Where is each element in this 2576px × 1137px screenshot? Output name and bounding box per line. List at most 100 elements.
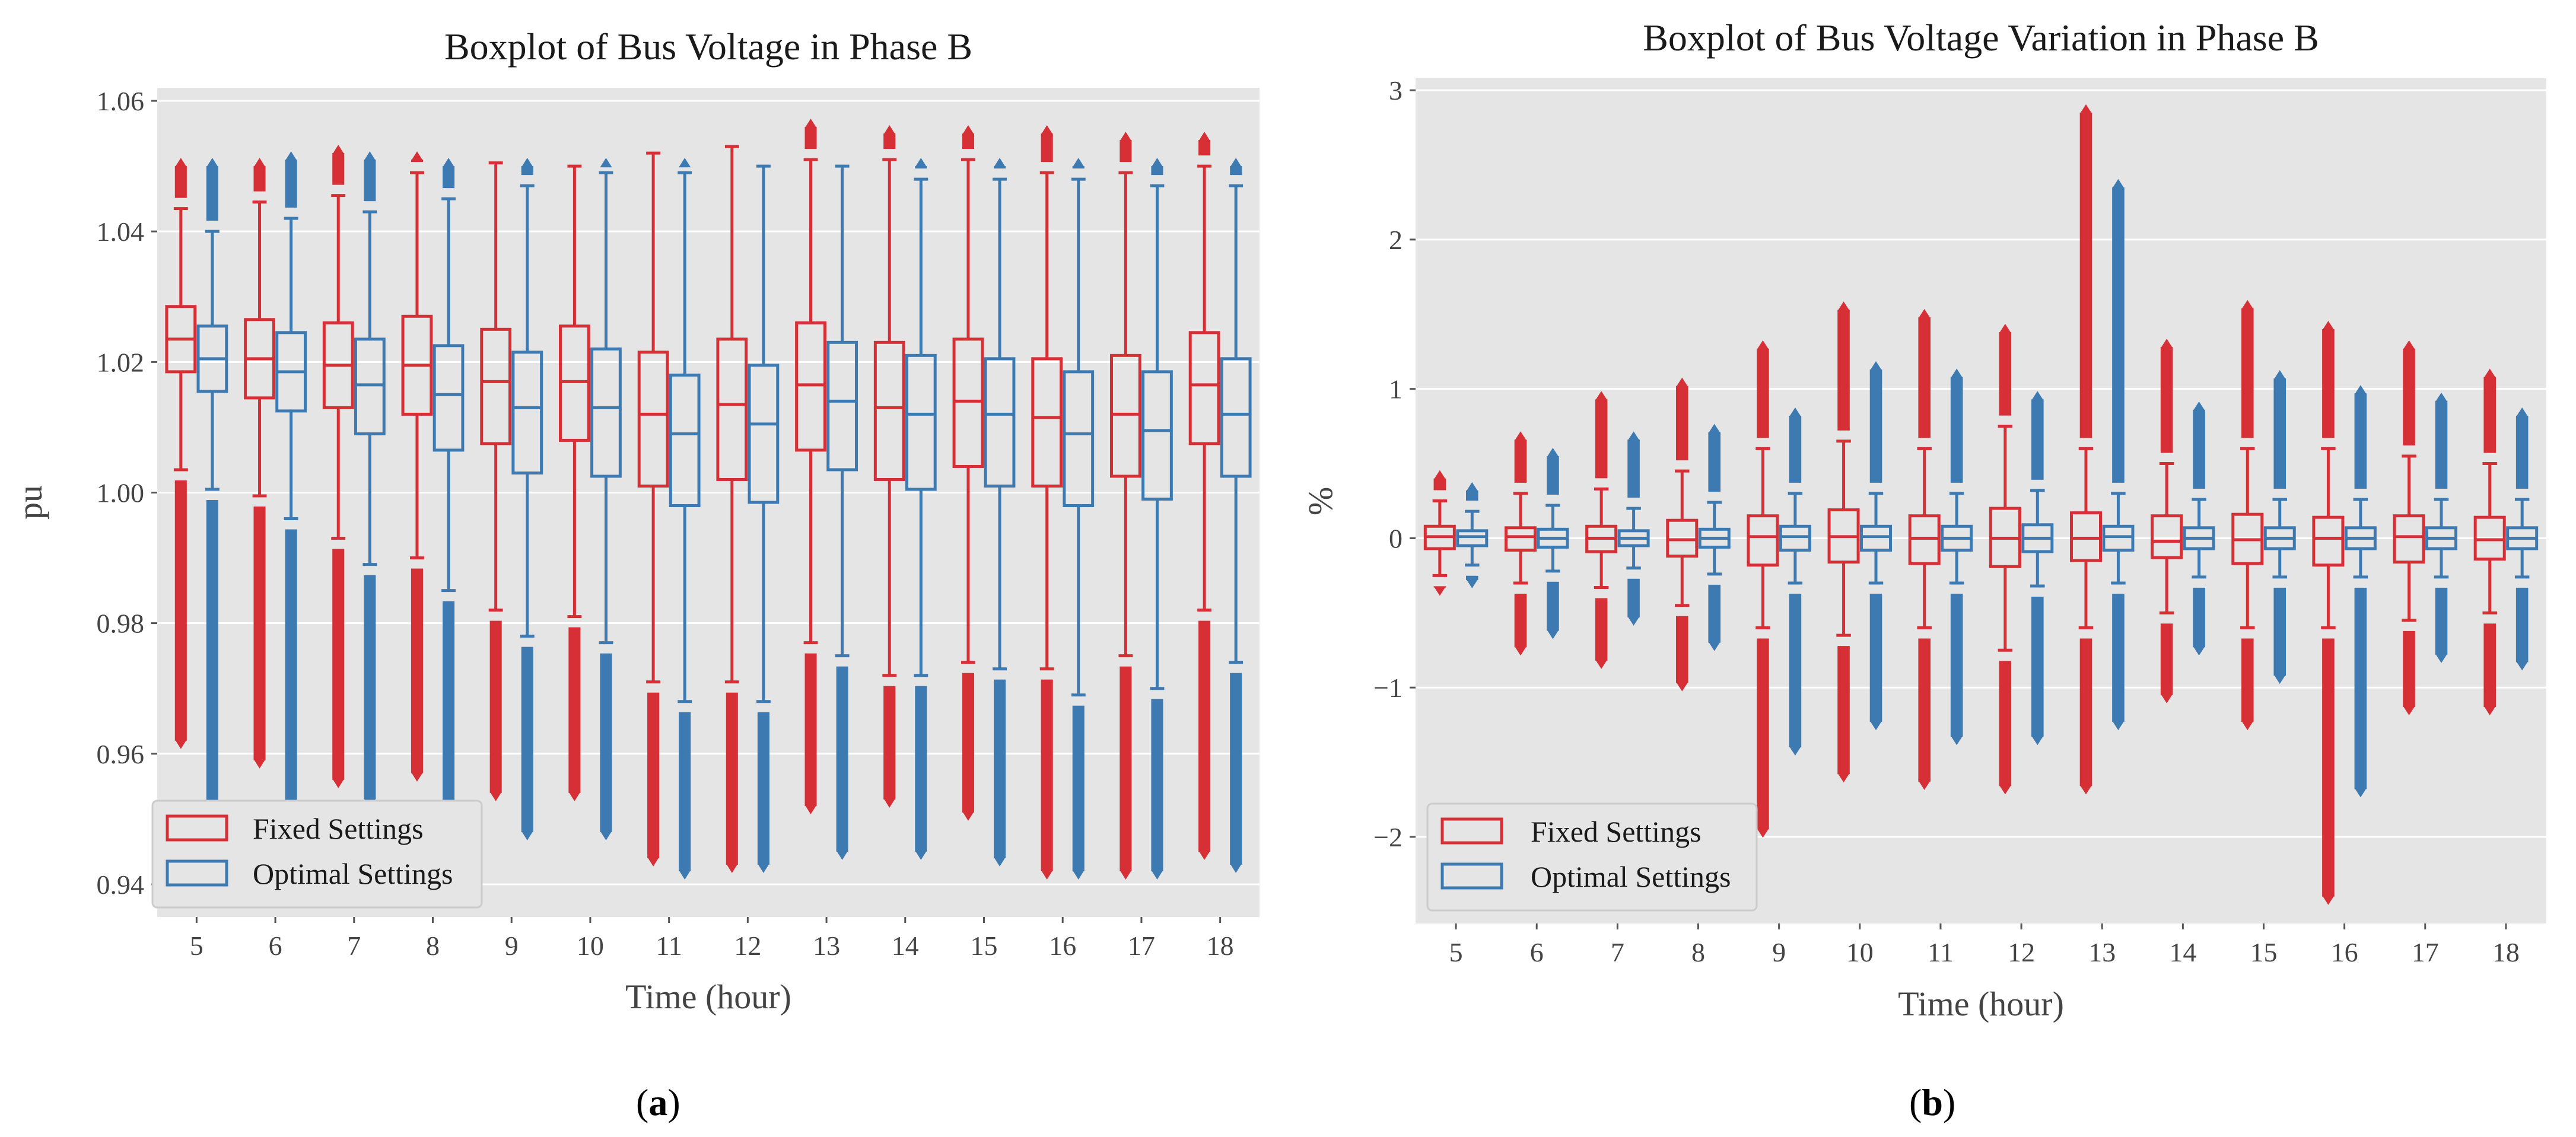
box-iqr xyxy=(2069,511,2102,562)
outliers-low xyxy=(1999,661,2012,786)
outliers-low xyxy=(2354,587,2367,789)
box-iqr xyxy=(795,321,826,452)
outliers-low xyxy=(757,712,769,865)
outliers-high xyxy=(915,166,927,169)
box-iqr xyxy=(480,327,512,445)
outlier-tip-low xyxy=(2241,721,2254,731)
outliers-high xyxy=(2354,393,2367,489)
x-tick-label: 9 xyxy=(505,931,519,961)
chart-panel-a: 0.94 0.96 0.98 1.00 1.02 1.04 1.06 5 6 7 8 9 10 11 12… xyxy=(11,26,1260,1123)
x-tick-label: 14 xyxy=(892,931,919,961)
box-fixed-13 xyxy=(2069,104,2102,795)
box-optimal-15 xyxy=(984,158,1016,867)
outlier-tip-low xyxy=(521,830,533,840)
y-axis-label-b: % xyxy=(1301,487,1340,515)
y-tick-labels-b: −2 −1 0 1 2 3 xyxy=(1373,75,1416,852)
box-iqr xyxy=(1063,370,1095,508)
box-fixed-15 xyxy=(2231,300,2264,731)
outliers-high xyxy=(2435,400,2448,489)
box-fixed-18 xyxy=(2473,368,2506,715)
outlier-tip-high xyxy=(1627,431,1640,441)
box-optimal-17 xyxy=(2425,392,2458,663)
outlier-tip-high xyxy=(600,158,612,168)
outliers-low xyxy=(332,549,345,780)
outliers-high xyxy=(2273,378,2286,489)
outliers-high xyxy=(1837,310,1850,431)
y-tick-label: 1.00 xyxy=(97,477,145,508)
plot-background-b xyxy=(1416,78,2546,923)
outliers-low xyxy=(647,692,660,858)
box-optimal-13 xyxy=(2102,179,2135,731)
outliers-high xyxy=(2403,348,2415,445)
x-tick-label: 6 xyxy=(1530,937,1544,967)
y-tick-label: 0.94 xyxy=(97,870,145,900)
box-optimal-18 xyxy=(2506,407,2539,671)
outlier-tip-low xyxy=(2435,653,2448,663)
outlier-tip-low xyxy=(679,870,691,880)
outliers-low xyxy=(2273,587,2286,676)
outliers-low xyxy=(1151,699,1163,871)
chart-title-a: Boxplot of Bus Voltage in Phase B xyxy=(444,26,972,68)
legend-swatch-fixed-b xyxy=(1440,817,1503,845)
outliers-low xyxy=(1950,593,1963,737)
outlier-tip-high xyxy=(2435,392,2448,402)
outliers-high xyxy=(521,166,533,176)
y-tick-label: 2 xyxy=(1389,225,1403,255)
box-fixed-17 xyxy=(2393,340,2425,715)
outlier-tip-low xyxy=(411,772,423,782)
outliers-high xyxy=(804,127,817,149)
outlier-tip-high xyxy=(2112,179,2125,189)
outlier-tip-high xyxy=(1041,125,1053,135)
outlier-tip-low xyxy=(1869,721,1882,731)
outliers-low xyxy=(1547,581,1559,631)
legend-label-optimal-b: Optimal Settings xyxy=(1531,860,1731,893)
outlier-tip-high xyxy=(804,119,817,129)
outlier-tip-low xyxy=(1837,773,1850,783)
y-tick-label: −1 xyxy=(1373,673,1403,703)
box-fixed-13 xyxy=(795,119,826,814)
outlier-tip-high xyxy=(1708,423,1721,434)
legend-b: Fixed Settings Optimal Settings xyxy=(1426,802,1758,912)
x-tick-label: 13 xyxy=(2088,937,2116,967)
outliers-low xyxy=(1072,705,1085,871)
outliers-low xyxy=(1837,646,1850,775)
boxes-b xyxy=(1423,104,2539,905)
outliers-low xyxy=(2079,638,2092,786)
outliers-high xyxy=(1120,140,1132,163)
outliers-high xyxy=(1789,415,1802,483)
outlier-tip-low xyxy=(332,778,345,788)
box-fixed-11 xyxy=(637,151,669,867)
x-tick-label: 18 xyxy=(2492,937,2520,967)
outlier-tip-low xyxy=(1433,586,1446,596)
x-tick-label: 7 xyxy=(1611,937,1624,967)
box-iqr xyxy=(558,324,590,442)
outliers-high xyxy=(1595,399,1608,479)
outlier-tip-low xyxy=(1198,850,1211,860)
outliers-low xyxy=(2483,623,2496,707)
outliers-high xyxy=(1514,439,1527,483)
outlier-tip-high xyxy=(1757,340,1769,350)
outlier-tip-low xyxy=(2322,895,2335,905)
outlier-tip-low xyxy=(804,804,817,814)
outliers-high xyxy=(285,160,297,208)
outlier-tip-high xyxy=(521,158,533,168)
outlier-tip-high xyxy=(1837,301,1850,311)
outlier-tip-low xyxy=(1041,870,1053,880)
outliers-high xyxy=(1230,166,1242,176)
outliers-low xyxy=(1869,593,1882,722)
box-fixed-11 xyxy=(1908,308,1941,790)
box-fixed-12 xyxy=(1989,324,2021,795)
box-optimal-9 xyxy=(1779,407,1811,756)
outlier-tip-low xyxy=(2483,705,2496,715)
outliers-high xyxy=(994,166,1006,169)
outlier-tip-high xyxy=(1547,447,1559,457)
y-tick-label: −2 xyxy=(1373,822,1403,852)
y-tick-labels-a: 0.94 0.96 0.98 1.00 1.02 1.04 1.06 xyxy=(97,86,157,900)
box-iqr xyxy=(1109,353,1141,478)
box-iqr xyxy=(2102,524,2135,552)
panel-caption-b: (b) xyxy=(1909,1081,1955,1123)
outlier-tip-low xyxy=(1999,785,2012,795)
box-iqr xyxy=(1908,514,1941,565)
legend-label-fixed-a: Fixed Settings xyxy=(253,812,424,845)
outliers-low xyxy=(804,653,817,806)
